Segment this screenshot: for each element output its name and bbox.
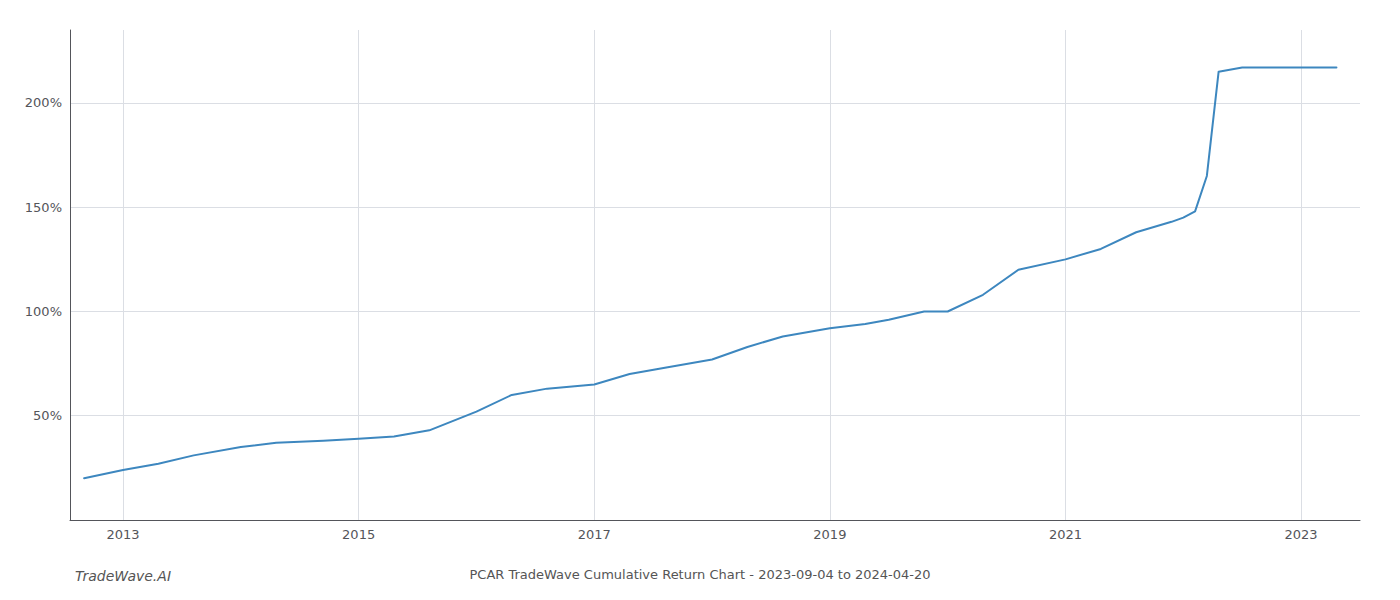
svg-text:200%: 200% — [25, 95, 62, 110]
svg-text:2019: 2019 — [813, 527, 846, 542]
svg-text:2017: 2017 — [578, 527, 611, 542]
svg-text:2021: 2021 — [1049, 527, 1082, 542]
svg-text:50%: 50% — [33, 408, 62, 423]
svg-text:PCAR TradeWave Cumulative Retu: PCAR TradeWave Cumulative Return Chart -… — [469, 567, 930, 582]
svg-text:2023: 2023 — [1285, 527, 1318, 542]
svg-text:2015: 2015 — [342, 527, 375, 542]
svg-text:TradeWave.AI: TradeWave.AI — [75, 568, 171, 584]
svg-text:2013: 2013 — [106, 527, 139, 542]
svg-text:100%: 100% — [25, 304, 62, 319]
svg-text:150%: 150% — [25, 200, 62, 215]
